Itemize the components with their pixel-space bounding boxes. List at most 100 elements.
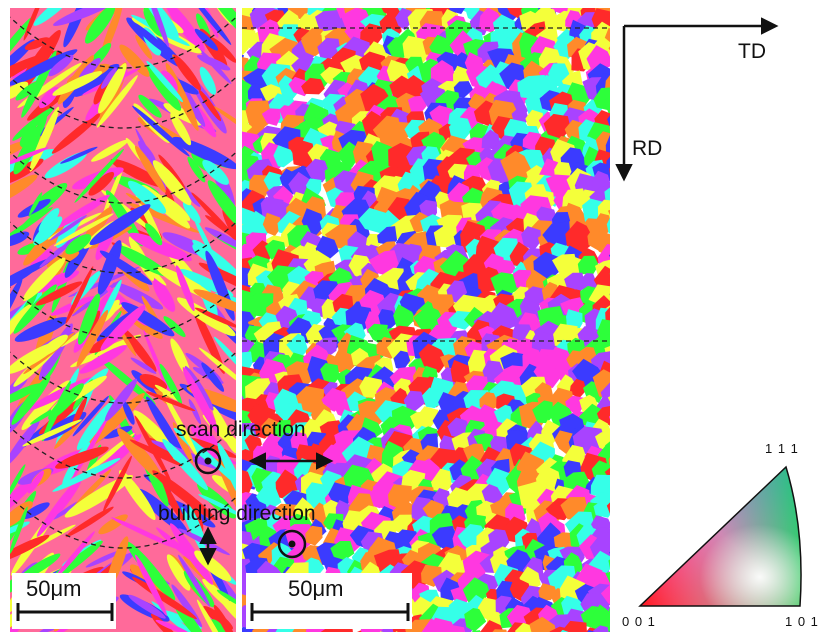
grain bbox=[11, 375, 51, 425]
grain bbox=[586, 45, 610, 71]
melt-pool-boundary bbox=[10, 16, 236, 69]
grain bbox=[453, 65, 471, 86]
melt-pool-boundary bbox=[10, 151, 236, 204]
grain bbox=[163, 316, 186, 338]
grain bbox=[608, 46, 610, 51]
grain bbox=[560, 629, 569, 632]
grain bbox=[146, 396, 185, 459]
grain bbox=[417, 406, 439, 428]
grain bbox=[10, 534, 50, 564]
grain bbox=[23, 222, 65, 266]
grain bbox=[480, 620, 504, 632]
grain bbox=[590, 604, 610, 632]
grain bbox=[144, 8, 179, 39]
grain bbox=[70, 334, 142, 368]
grain bbox=[600, 584, 610, 605]
scale-bar-right-label: 50μm bbox=[288, 576, 344, 601]
grain bbox=[388, 142, 415, 171]
grain bbox=[54, 531, 95, 579]
grain bbox=[608, 559, 610, 569]
grain bbox=[166, 554, 191, 591]
grain bbox=[72, 395, 109, 437]
grain bbox=[130, 21, 174, 58]
grain bbox=[76, 309, 109, 368]
grain bbox=[14, 317, 69, 342]
grain bbox=[395, 8, 414, 31]
melt-pool-boundary bbox=[10, 221, 236, 274]
grain bbox=[48, 54, 74, 77]
grain bbox=[431, 468, 452, 492]
scale-bar-left-label: 50μm bbox=[26, 576, 82, 601]
grain bbox=[500, 150, 533, 182]
grain bbox=[201, 362, 225, 392]
grain bbox=[212, 105, 236, 137]
grain bbox=[217, 442, 236, 512]
grain bbox=[182, 201, 201, 224]
grain bbox=[84, 8, 116, 44]
grain bbox=[19, 126, 40, 148]
grain bbox=[48, 383, 84, 420]
grain bbox=[83, 207, 113, 243]
grain bbox=[56, 194, 110, 229]
grain bbox=[448, 8, 466, 14]
grain bbox=[462, 577, 490, 605]
grain bbox=[525, 109, 544, 131]
grain bbox=[317, 37, 341, 60]
grain bbox=[490, 272, 520, 295]
grain bbox=[422, 387, 443, 409]
grain bbox=[393, 350, 411, 371]
grain bbox=[196, 599, 232, 632]
grain bbox=[301, 77, 325, 95]
grain bbox=[103, 455, 132, 512]
grain bbox=[130, 357, 157, 374]
grain bbox=[128, 594, 166, 619]
grain bbox=[481, 129, 501, 150]
grain bbox=[204, 227, 236, 251]
grain bbox=[146, 437, 173, 461]
melt-pool-boundary bbox=[10, 426, 236, 479]
grain bbox=[52, 500, 82, 520]
grain bbox=[101, 165, 124, 220]
ipf-corner-001: 0 0 1 bbox=[622, 614, 656, 629]
grain bbox=[10, 269, 35, 293]
grain bbox=[609, 424, 610, 427]
grain bbox=[134, 145, 166, 193]
grain bbox=[199, 66, 217, 95]
grain bbox=[202, 159, 229, 185]
grain bbox=[10, 81, 29, 100]
grain bbox=[261, 108, 281, 126]
grain bbox=[492, 629, 507, 632]
grain bbox=[607, 396, 610, 402]
grain bbox=[22, 257, 66, 301]
grain bbox=[146, 60, 183, 103]
grain bbox=[88, 171, 115, 196]
rd-axis-label: RD bbox=[632, 137, 663, 160]
grain bbox=[53, 8, 121, 26]
grain bbox=[162, 391, 199, 458]
grain bbox=[413, 305, 444, 332]
grain bbox=[256, 486, 282, 508]
grain bbox=[305, 158, 330, 183]
grain bbox=[152, 470, 216, 521]
grain bbox=[453, 81, 474, 98]
right-grain-map bbox=[242, 8, 610, 632]
grain bbox=[462, 443, 486, 465]
grain bbox=[198, 89, 222, 122]
grain bbox=[273, 145, 296, 168]
grain bbox=[378, 309, 399, 329]
grain bbox=[97, 240, 122, 295]
grain bbox=[23, 8, 44, 41]
grain bbox=[65, 234, 92, 255]
grain bbox=[488, 302, 521, 330]
grain bbox=[71, 416, 109, 480]
grain bbox=[603, 97, 610, 116]
grain bbox=[22, 419, 82, 447]
grain bbox=[33, 8, 74, 26]
grain bbox=[577, 255, 599, 275]
grain bbox=[145, 391, 196, 412]
grain bbox=[110, 158, 166, 188]
grain bbox=[606, 217, 610, 234]
scale-bar-right: 50μm bbox=[246, 573, 412, 629]
grain bbox=[79, 345, 127, 374]
grain bbox=[160, 70, 178, 93]
